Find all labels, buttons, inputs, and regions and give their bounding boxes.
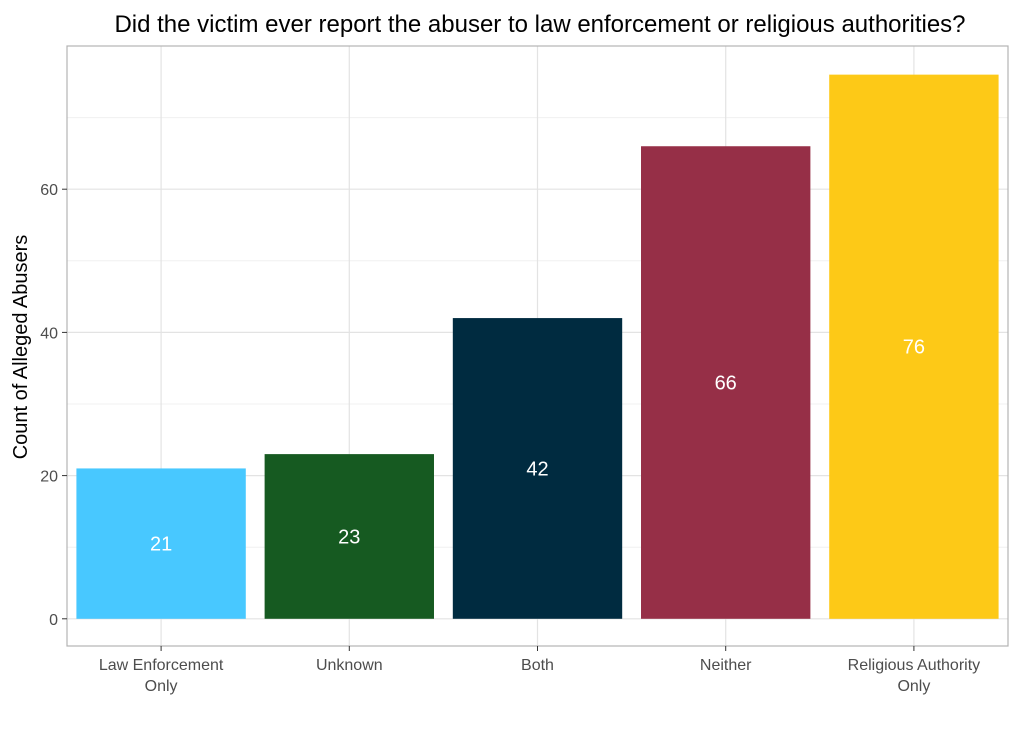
plot-area: 21 23 42 66 76 0 20 40 60 Law Enforcement Only Unkn…	[40, 45, 1009, 695]
x-tick-label: Law Enforcement Only	[99, 657, 224, 695]
chart-title: Did the victim ever report the abuser to…	[114, 11, 965, 38]
bar-5	[829, 74, 999, 619]
x-tick-label: Unknown	[316, 657, 383, 674]
bar-value-label: 76	[903, 337, 925, 359]
y-tick-label: 0	[49, 612, 58, 629]
bar-value-label: 66	[715, 373, 737, 395]
y-axis-label: Count of Alleged Abusers	[10, 235, 32, 460]
y-tick-label: 40	[40, 325, 58, 342]
y-tick-label: 20	[40, 469, 58, 486]
x-tick-label: Religious Authority Only	[848, 657, 981, 695]
bar-4	[641, 146, 811, 619]
bar-value-label: 42	[526, 458, 548, 480]
bar-2	[264, 454, 434, 619]
y-tick-label: 60	[40, 182, 58, 199]
bar-3	[452, 318, 623, 619]
bar-1	[76, 468, 246, 619]
x-tick-label: Neither	[700, 657, 752, 674]
bar-value-label: 21	[150, 534, 172, 556]
bar-value-label: 23	[338, 526, 360, 548]
x-tick-label: Both	[521, 657, 554, 674]
